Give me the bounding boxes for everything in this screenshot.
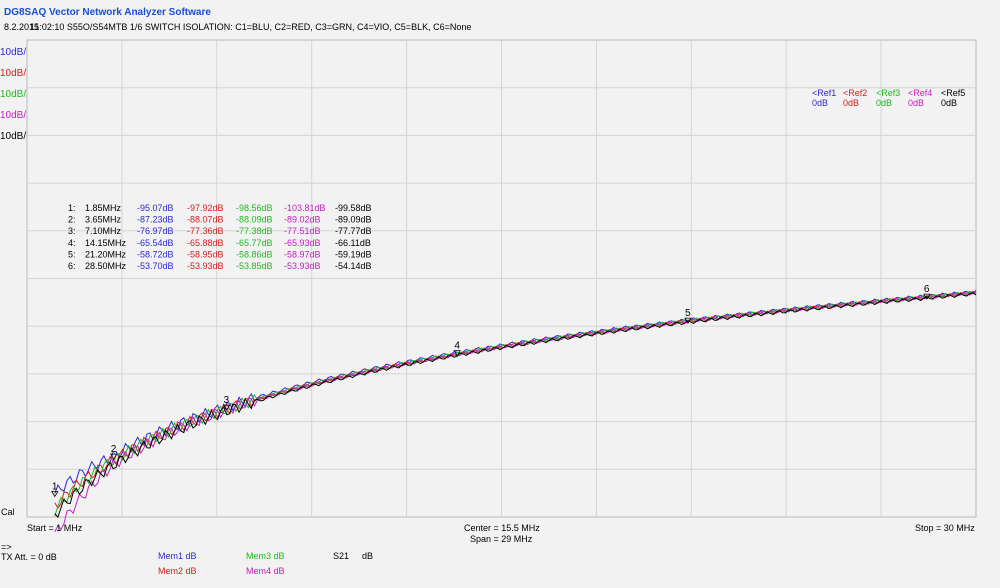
marker-table-value: -65.88dB bbox=[187, 238, 224, 248]
series-line-c3 bbox=[54, 291, 977, 516]
cal-label: Cal bbox=[1, 507, 15, 517]
marker-table-id: 1: bbox=[68, 203, 76, 213]
marker-arrow-1 bbox=[51, 491, 59, 498]
marker-3: 3 bbox=[224, 395, 230, 406]
center-frequency[interactable]: Center = 15.5 MHz bbox=[464, 523, 540, 533]
marker-table-value: -103.81dB bbox=[284, 203, 326, 213]
ref1-name: <Ref1 bbox=[812, 88, 837, 98]
marker-table-value: -89.09dB bbox=[335, 215, 372, 225]
marker-table-value: -58.95dB bbox=[187, 249, 224, 259]
marker-table-freq: 21.20MHz bbox=[85, 249, 127, 259]
measurement-description: 11:02:10 S55O/S54MTB 1/6 SWITCH ISOLATIO… bbox=[30, 22, 472, 32]
scale-label-c1[interactable]: 10dB/ bbox=[0, 47, 27, 58]
ref2-value: 0dB bbox=[843, 98, 860, 108]
ref5-name: <Ref5 bbox=[941, 88, 966, 98]
marker-table-value: -53.85dB bbox=[236, 261, 273, 271]
scale-label-c2[interactable]: 10dB/ bbox=[0, 68, 27, 79]
measurement-date: 8.2.2015 bbox=[4, 22, 40, 32]
mem3-label[interactable]: Mem3 dB bbox=[246, 551, 285, 561]
series-line-c5 bbox=[54, 292, 977, 519]
ref3-value: 0dB bbox=[876, 98, 893, 108]
marker-table-value: -54.14dB bbox=[335, 261, 372, 271]
ref5-value: 0dB bbox=[941, 98, 958, 108]
mem4-label[interactable]: Mem4 dB bbox=[246, 566, 285, 576]
marker-table-value: -65.93dB bbox=[284, 238, 321, 248]
marker-table-value: -66.11dB bbox=[335, 238, 371, 248]
marker-6: 6 bbox=[924, 284, 930, 295]
marker-table-value: -98.56dB bbox=[236, 203, 273, 213]
measurement-info: 8.2.2015 11:02:10 S55O/S54MTB 1/6 SWITCH… bbox=[4, 22, 472, 32]
ref1-block[interactable]: <Ref1 0dB bbox=[812, 88, 836, 108]
marker-table-value: -77.38dB bbox=[236, 226, 273, 236]
ref3-block[interactable]: <Ref3 0dB bbox=[876, 88, 900, 108]
scale-label-c3[interactable]: 10dB/ bbox=[0, 89, 27, 100]
stop-frequency[interactable]: Stop = 30 MHz bbox=[915, 523, 975, 533]
marker-table-value: -88.09dB bbox=[236, 215, 273, 225]
marker-table-id: 6: bbox=[68, 261, 76, 271]
marker-table-value: -99.58dB bbox=[335, 203, 372, 213]
scale-label-c4[interactable]: 10dB/ bbox=[0, 110, 27, 121]
marker-table-id: 3: bbox=[68, 226, 76, 236]
marker-table-value: -59.19dB bbox=[335, 249, 372, 259]
mem1-label[interactable]: Mem1 dB bbox=[158, 551, 197, 561]
marker-arrow-4 bbox=[453, 350, 462, 357]
marker-table-freq: 1.85MHz bbox=[85, 203, 122, 213]
marker-4: 4 bbox=[454, 341, 460, 352]
marker-table-value: -58.97dB bbox=[284, 249, 321, 259]
ref5-block[interactable]: <Ref5 0dB bbox=[941, 88, 965, 108]
marker-table-value: -65.54dB bbox=[137, 238, 174, 248]
app-title: DG8SAQ Vector Network Analyzer Software bbox=[4, 7, 211, 18]
marker-1: 1 bbox=[52, 481, 58, 492]
marker-table-id: 5: bbox=[68, 249, 76, 259]
marker-table-value: -58.86dB bbox=[236, 249, 273, 259]
marker-table-id: 2: bbox=[68, 215, 76, 225]
marker-table-value: -77.36dB bbox=[187, 226, 224, 236]
marker-table-freq: 28.50MHz bbox=[85, 261, 127, 271]
ref1-value: 0dB bbox=[812, 98, 829, 108]
marker-5: 5 bbox=[685, 308, 691, 319]
marker-table-value: -53.93dB bbox=[187, 261, 224, 271]
marker-table-value: -77.77dB bbox=[335, 226, 372, 236]
marker-table-value: -97.92dB bbox=[187, 203, 224, 213]
marker-arrow-6 bbox=[923, 293, 931, 300]
start-frequency[interactable]: Start = 1 MHz bbox=[27, 523, 83, 533]
ref4-block[interactable]: <Ref4 0dB bbox=[908, 88, 932, 108]
s21-label[interactable]: S21 bbox=[333, 551, 350, 561]
ref2-block[interactable]: <Ref2 0dB bbox=[843, 88, 867, 108]
marker-table-value: -53.70dB bbox=[137, 261, 174, 271]
marker-arrow-5 bbox=[684, 317, 692, 324]
ref4-value: 0dB bbox=[908, 98, 925, 108]
series-line-c4 bbox=[54, 290, 977, 533]
marker-table-value: -77.51dB bbox=[284, 226, 321, 236]
arrow-indicator: => bbox=[1, 542, 12, 552]
marker-table-value: -76.97dB bbox=[137, 226, 174, 236]
marker-table-id: 4: bbox=[68, 238, 76, 248]
marker-2: 2 bbox=[111, 444, 117, 455]
mem2-label[interactable]: Mem2 dB bbox=[158, 566, 197, 576]
ref3-name: <Ref3 bbox=[876, 88, 901, 98]
span-frequency[interactable]: Span = 29 MHz bbox=[470, 534, 533, 544]
scale-label-c5[interactable]: 10dB/ bbox=[0, 131, 27, 142]
s21-unit: dB bbox=[362, 551, 374, 561]
marker-table-value: -88.07dB bbox=[187, 215, 224, 225]
tx-attenuation[interactable]: TX Att. = 0 dB bbox=[1, 552, 57, 562]
marker-table-value: -95.07dB bbox=[137, 203, 174, 213]
marker-table-value: -65.77dB bbox=[236, 238, 273, 248]
marker-table-freq: 3.65MHz bbox=[85, 215, 122, 225]
marker-table-value: -89.02dB bbox=[284, 215, 321, 225]
marker-table-freq: 14.15MHz bbox=[85, 238, 127, 248]
marker-table-value: -58.72dB bbox=[137, 249, 174, 259]
ref4-name: <Ref4 bbox=[908, 88, 933, 98]
marker-table-value: -87.23dB bbox=[137, 215, 174, 225]
marker-arrow-2 bbox=[110, 453, 118, 460]
marker-table-value: -53.93dB bbox=[284, 261, 321, 271]
marker-table-freq: 7.10MHz bbox=[85, 226, 122, 236]
ref2-name: <Ref2 bbox=[843, 88, 868, 98]
marker-arrow-3 bbox=[222, 404, 231, 411]
